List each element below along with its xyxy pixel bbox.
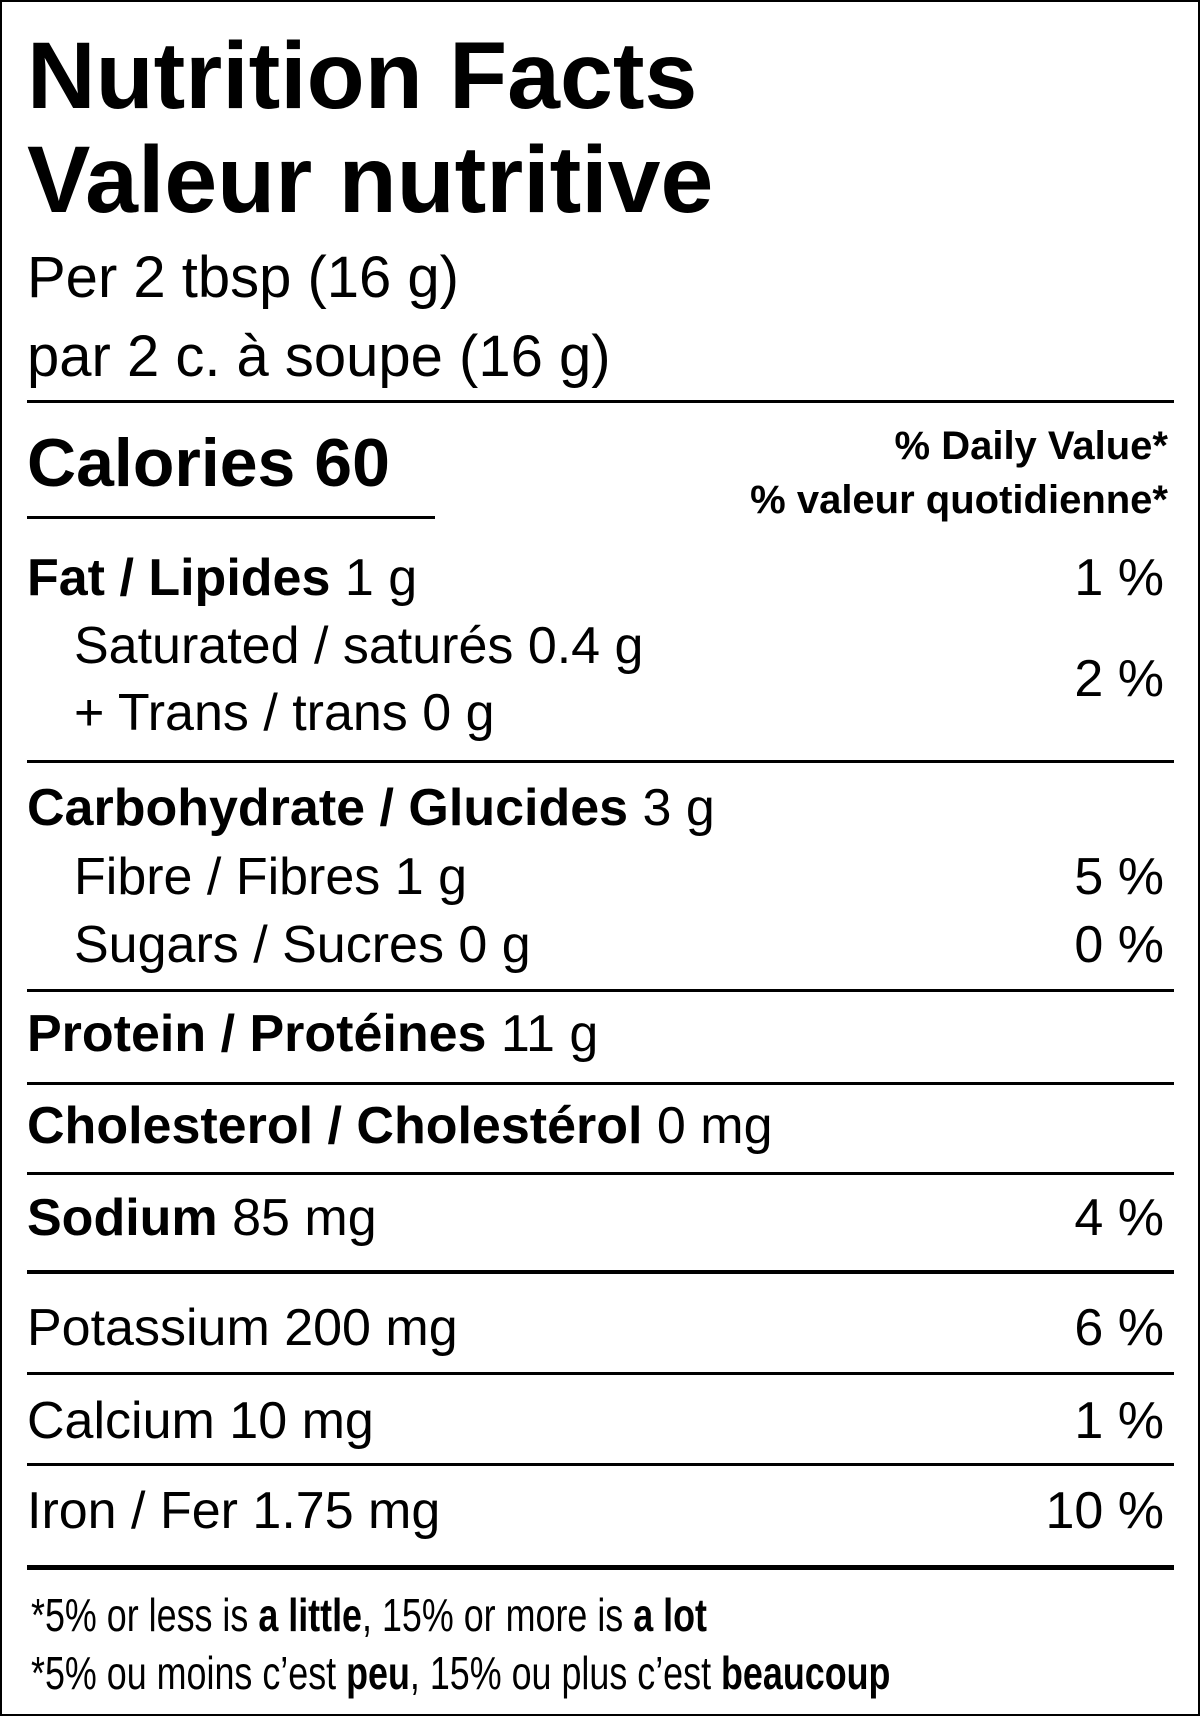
carbohydrate-row: Carbohydrate / Glucides 3 g bbox=[27, 782, 715, 834]
title-en: Nutrition Facts bbox=[27, 23, 698, 129]
sugars-dv: 0 % bbox=[1074, 916, 1164, 974]
iron-row: Iron / Fer 1.75 mg bbox=[27, 1485, 440, 1537]
carbohydrate-amount: 3 g bbox=[642, 779, 715, 837]
protein-row: Protein / Protéines 11 g bbox=[27, 1008, 598, 1060]
title-fr: Valeur nutritive bbox=[27, 127, 714, 233]
trans-amount: 0 g bbox=[422, 684, 495, 742]
calories: Calories 60 bbox=[27, 429, 390, 497]
saturated-row: Saturated / saturés 0.4 g bbox=[74, 620, 643, 672]
footnote-text: *5% or less is bbox=[31, 1589, 259, 1641]
potassium-dv: 6 % bbox=[1074, 1299, 1164, 1357]
footnote-fr: *5% ou moins c’est peu, 15% ou plus c’es… bbox=[31, 1650, 890, 1696]
fat-row: Fat / Lipides 1 g bbox=[27, 552, 417, 604]
sodium-row: Sodium 85 mg bbox=[27, 1192, 377, 1244]
divider bbox=[27, 1172, 1174, 1175]
fibre-row: Fibre / Fibres 1 g bbox=[74, 851, 467, 903]
fibre-dv: 5 % bbox=[1074, 848, 1164, 906]
footnote-text: , 15% ou plus c’est bbox=[409, 1647, 722, 1699]
footnote-bold: a lot bbox=[633, 1589, 707, 1641]
fibre-amount: 1 g bbox=[394, 848, 468, 906]
cholesterol-amount: 0 mg bbox=[656, 1097, 773, 1155]
footnote-text: , 15% or more is bbox=[362, 1589, 634, 1641]
divider bbox=[27, 1372, 1174, 1375]
calcium-row: Calcium 10 mg bbox=[27, 1395, 374, 1447]
daily-value-header-en: % Daily Value* bbox=[894, 424, 1168, 468]
daily-value-header-fr: % valeur quotidienne* bbox=[750, 478, 1168, 522]
serving-size-fr: par 2 c. à soupe (16 g) bbox=[27, 324, 611, 389]
divider-thick bbox=[27, 1270, 1174, 1274]
potassium-row: Potassium 200 mg bbox=[27, 1302, 458, 1354]
saturated-label: Saturated / saturés bbox=[74, 617, 514, 675]
calcium-label: Calcium bbox=[27, 1392, 215, 1450]
fibre-label: Fibre / Fibres bbox=[74, 848, 381, 906]
calories-value: 60 bbox=[314, 425, 390, 501]
footnote-en: *5% or less is a little, 15% or more is … bbox=[31, 1592, 707, 1638]
sugars-row: Sugars / Sucres 0 g bbox=[74, 919, 531, 971]
calcium-dv: 1 % bbox=[1074, 1392, 1164, 1450]
sodium-label: Sodium bbox=[27, 1189, 218, 1247]
footnote-bold: a little bbox=[258, 1589, 363, 1641]
calcium-amount: 10 mg bbox=[229, 1392, 374, 1450]
divider bbox=[27, 760, 1174, 763]
iron-label: Iron / Fer bbox=[27, 1482, 238, 1540]
divider-thick bbox=[27, 1565, 1174, 1570]
iron-amount: 1.75 mg bbox=[252, 1482, 441, 1540]
footnote-bold: beaucoup bbox=[721, 1647, 891, 1699]
calories-underline bbox=[27, 516, 435, 519]
protein-label: Protein / Protéines bbox=[27, 1005, 487, 1063]
footnote-bold: peu bbox=[346, 1647, 410, 1699]
divider bbox=[27, 989, 1174, 992]
iron-dv: 10 % bbox=[1045, 1482, 1164, 1540]
divider bbox=[27, 1082, 1174, 1085]
cholesterol-label: Cholesterol / Cholestérol bbox=[27, 1097, 643, 1155]
sat-trans-dv: 2 % bbox=[1074, 650, 1164, 708]
fat-label: Fat / Lipides bbox=[27, 549, 331, 607]
calories-label: Calories bbox=[27, 425, 296, 501]
fat-dv: 1 % bbox=[1074, 549, 1164, 607]
potassium-amount: 200 mg bbox=[284, 1299, 458, 1357]
potassium-label: Potassium bbox=[27, 1299, 270, 1357]
footnote-text: *5% ou moins c’est bbox=[31, 1647, 347, 1699]
trans-row: + Trans / trans 0 g bbox=[74, 687, 495, 739]
sugars-label: Sugars / Sucres bbox=[74, 916, 444, 974]
protein-amount: 11 g bbox=[500, 1005, 599, 1063]
divider bbox=[27, 400, 1174, 403]
carbohydrate-label: Carbohydrate / Glucides bbox=[27, 779, 629, 837]
trans-label: + Trans / trans bbox=[74, 684, 408, 742]
serving-size-en: Per 2 tbsp (16 g) bbox=[27, 245, 459, 310]
saturated-amount: 0.4 g bbox=[527, 617, 644, 675]
sodium-dv: 4 % bbox=[1074, 1189, 1164, 1247]
divider bbox=[27, 1463, 1174, 1466]
cholesterol-row: Cholesterol / Cholestérol 0 mg bbox=[27, 1100, 773, 1152]
sugars-amount: 0 g bbox=[458, 916, 531, 974]
fat-amount: 1 g bbox=[344, 549, 418, 607]
sodium-amount: 85 mg bbox=[232, 1189, 377, 1247]
